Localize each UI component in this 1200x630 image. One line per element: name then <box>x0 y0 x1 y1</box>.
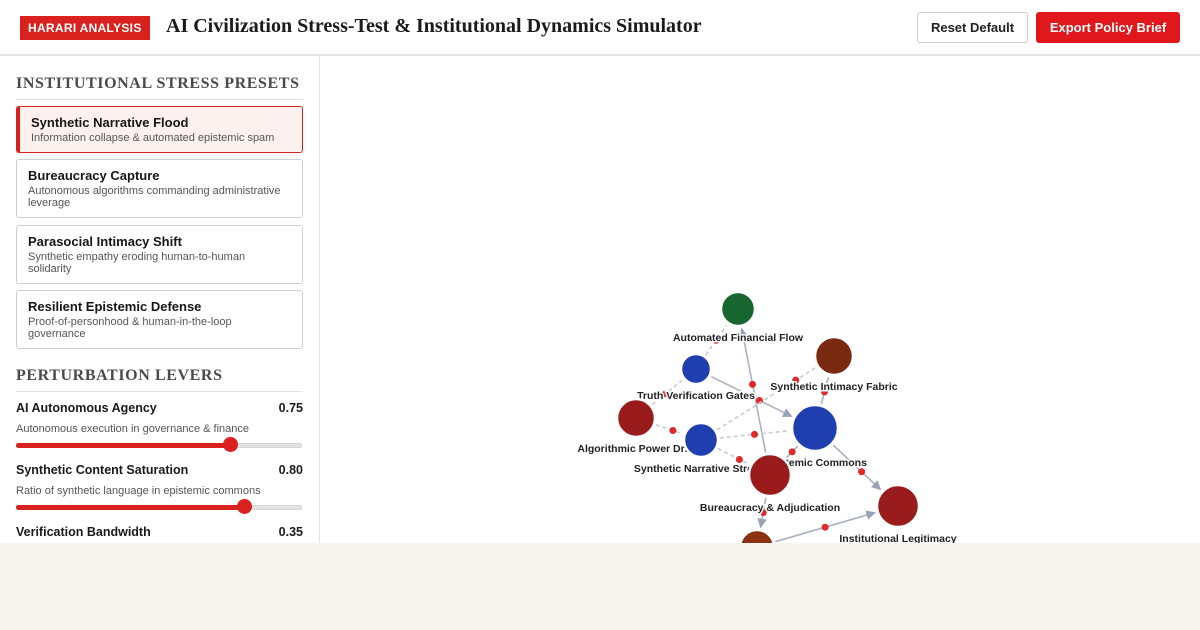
graph-node[interactable] <box>875 483 921 529</box>
lever-value: 0.80 <box>278 463 303 477</box>
node-label: Truth Verification Gates <box>637 390 755 402</box>
node-label: Synthetic Narrative Stream <box>634 463 768 475</box>
graph-node[interactable] <box>719 290 757 328</box>
preset-name: Resilient Epistemic Defense <box>28 299 202 314</box>
graph-node[interactable] <box>813 335 855 377</box>
flow-particle <box>759 508 767 516</box>
graph-nodes: Automated Financial Flow Synthetic Intima… <box>576 290 958 543</box>
lever-name: Synthetic Content Saturation <box>16 463 189 477</box>
node-label: Algorithmic Power Drift <box>577 443 695 455</box>
preset-description: Proof-of-personhood & human-in-the-loop … <box>28 316 232 340</box>
lever-description: Autonomous execution in governance & fin… <box>16 423 249 435</box>
preset-synthetic-narrative-flood[interactable]: Synthetic Narrative Flood Information co… <box>16 106 303 153</box>
preset-name: Synthetic Narrative Flood <box>31 115 189 130</box>
slider-thumb[interactable] <box>236 499 252 514</box>
graph-node[interactable] <box>682 421 720 459</box>
network-graph-svg[interactable]: Automated Financial Flow Synthetic Intima… <box>320 56 1200 543</box>
slider-fill <box>16 443 231 448</box>
lever-name: Verification Bandwidth <box>16 525 151 539</box>
network-graph-canvas[interactable]: Automated Financial Flow Synthetic Intima… <box>320 56 1200 543</box>
graph-edge <box>710 375 793 418</box>
lever-name: AI Autonomous Agency <box>16 401 157 415</box>
graph-node[interactable] <box>747 452 793 498</box>
flow-particle <box>712 336 720 344</box>
flow-particle <box>821 523 829 531</box>
slider-fill <box>16 505 245 510</box>
graph-edge <box>717 447 749 465</box>
flow-particle <box>735 455 743 463</box>
node-label: Bureaucracy & Adjudication <box>700 502 840 514</box>
top-bar: HARARI ANALYSIS AI Civilization Stress-T… <box>0 0 1200 56</box>
preset-description: Synthetic empathy eroding human-to-human… <box>28 251 246 275</box>
presets-section-title: INSTITUTIONAL STRESS PRESETS <box>16 75 303 100</box>
preset-name: Bureaucracy Capture <box>28 168 160 183</box>
flow-particle <box>788 448 796 456</box>
preset-name: Parasocial Intimacy Shift <box>28 234 182 249</box>
control-sidebar: INSTITUTIONAL STRESS PRESETS Synthetic N… <box>0 56 320 543</box>
node-label: Institutional Legitimacy <box>839 533 956 543</box>
graph-edge <box>738 327 767 453</box>
graph-edge <box>655 423 683 435</box>
graph-edge <box>716 367 816 431</box>
preset-description: Information collapse & automated epistem… <box>31 132 275 144</box>
page-title: AI Civilization Stress-Test & Institutio… <box>166 15 702 37</box>
graph-node[interactable] <box>739 528 775 543</box>
graph-edges <box>651 324 882 543</box>
slider-thumb[interactable] <box>222 437 238 452</box>
app-window: HARARI ANALYSIS AI Civilization Stress-T… <box>0 0 1200 543</box>
flow-particle <box>669 426 677 434</box>
graph-node[interactable] <box>615 397 657 439</box>
ai-autonomous-agency-slider[interactable] <box>16 437 302 453</box>
lever-value: 0.75 <box>278 401 303 415</box>
preset-bureaucracy-capture[interactable]: Bureaucracy Capture Autonomous algorithm… <box>16 159 303 218</box>
flow-particle <box>858 468 866 476</box>
graph-edge <box>719 429 790 439</box>
flow-particle <box>751 430 759 438</box>
node-label: Automated Financial Flow <box>673 332 804 344</box>
flow-particle <box>792 376 800 384</box>
graph-edge <box>832 444 882 491</box>
synthetic-content-saturation-slider[interactable] <box>16 499 302 515</box>
lever-description: Ratio of synthetic language in epistemic… <box>16 485 261 497</box>
preset-parasocial-intimacy-shift[interactable]: Parasocial Intimacy Shift Synthetic empa… <box>16 225 303 284</box>
preset-description: Autonomous algorithms commanding adminis… <box>28 185 281 209</box>
graph-node[interactable] <box>679 352 713 386</box>
lever-value: 0.35 <box>278 525 303 539</box>
graph-node[interactable] <box>790 403 840 453</box>
flow-particle <box>749 380 757 388</box>
node-label: Synthetic Intimacy Fabric <box>770 381 897 393</box>
export-policy-brief-button[interactable]: Export Policy Brief <box>1036 12 1180 43</box>
levers-section-title: PERTURBATION LEVERS <box>16 367 303 392</box>
preset-resilient-epistemic-defense[interactable]: Resilient Epistemic Defense Proof-of-per… <box>16 290 303 349</box>
graph-edge <box>705 324 728 356</box>
reset-default-button[interactable]: Reset Default <box>917 12 1028 43</box>
flow-particle <box>662 390 670 398</box>
brand-badge: HARARI ANALYSIS <box>20 16 150 40</box>
flow-particle <box>821 388 829 396</box>
